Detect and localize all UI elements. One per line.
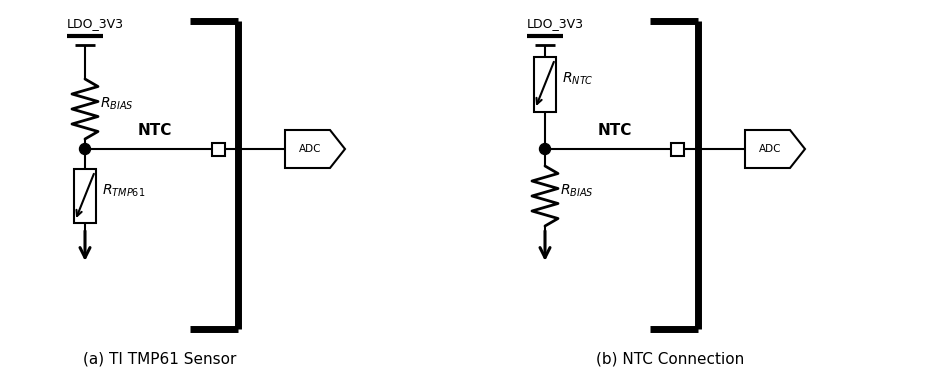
Polygon shape <box>745 130 805 168</box>
Text: ADC: ADC <box>759 144 781 154</box>
Text: (a) TI TMP61 Sensor: (a) TI TMP61 Sensor <box>84 352 237 367</box>
Bar <box>671 142 685 155</box>
Text: (b) NTC Connection: (b) NTC Connection <box>596 352 744 367</box>
Bar <box>534 56 556 112</box>
Bar <box>211 142 224 155</box>
Bar <box>74 168 96 224</box>
Text: $\it{R}$$_{\it{BIAS}}$: $\it{R}$$_{\it{BIAS}}$ <box>560 183 593 199</box>
Text: $\it{R}$$_{\it{TMP61}}$: $\it{R}$$_{\it{TMP61}}$ <box>102 183 146 199</box>
Text: LDO_3V3: LDO_3V3 <box>67 17 124 30</box>
Text: $\it{R}$$_{\it{NTC}}$: $\it{R}$$_{\it{NTC}}$ <box>562 71 593 87</box>
Text: $\it{R}$$_{\it{BIAS}}$: $\it{R}$$_{\it{BIAS}}$ <box>100 96 134 112</box>
Text: ADC: ADC <box>299 144 321 154</box>
Text: LDO_3V3: LDO_3V3 <box>527 17 584 30</box>
Circle shape <box>80 144 90 155</box>
Polygon shape <box>285 130 345 168</box>
Text: NTC: NTC <box>598 123 632 138</box>
Circle shape <box>540 144 550 155</box>
Text: NTC: NTC <box>138 123 172 138</box>
